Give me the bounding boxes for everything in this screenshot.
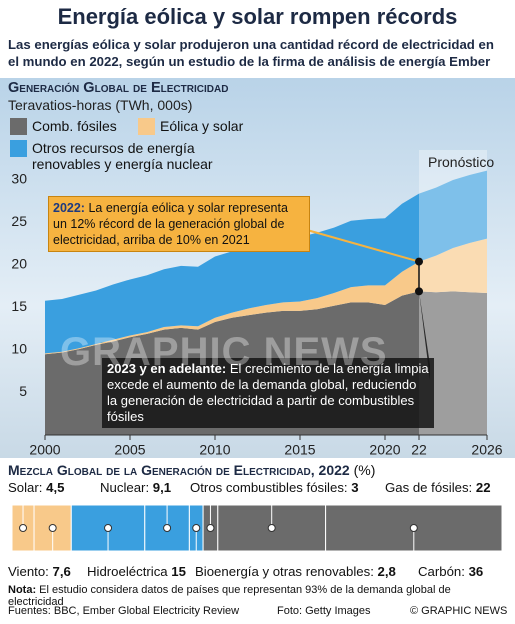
segment-value: 7,6 [52,564,71,579]
leader-dot [206,524,215,532]
note-bold: Nota: [8,584,37,596]
legend-label: Comb. fósiles [32,118,117,134]
x-tick-label: 2000 [29,442,60,458]
segment-value: 2,8 [377,564,396,579]
title: Energía eólica y solar rompen récords [57,4,458,29]
segment-value: 4,5 [46,480,65,495]
y-tick-label: 30 [11,171,27,187]
x-tick-label: 2020 [369,442,400,458]
leader-dot [192,524,201,532]
leader-dot [19,524,28,532]
leader-dot [409,524,418,532]
segment-label: Carbón: 36 [418,564,483,579]
segment-label: Gas de fósiles: 22 [385,480,491,495]
legend-label: Otros recursos de energía renovables y e… [32,140,213,172]
annotation-connector [299,227,420,263]
segment-name: Nuclear: [100,480,150,495]
segment-value: 3 [351,480,359,495]
chart-subtitle: Teravatios-horas (TWh, 000s) [8,97,193,113]
leader-dot [48,524,57,532]
area [45,238,487,355]
marker-dot [415,257,423,266]
note: Nota: El estudio considera datos de país… [8,584,508,608]
y-tick-label: 5 [19,383,27,399]
segment-value: 36 [468,564,484,579]
segment-name: Hidroeléctrica [87,564,168,579]
y-tick-label: 10 [11,341,27,357]
annotation-pointer [419,291,430,380]
segment-label: Otros combustibles fósiles: 3 [190,480,359,495]
y-tick-label: 20 [11,256,27,272]
leader-dot [267,524,276,532]
sources: Fuentes: BBC, Ember Global Electricity R… [8,605,240,617]
segment-label: Solar: 4,5 [8,480,64,495]
segment-value: 9,1 [152,480,172,495]
segment-value: 15 [171,564,186,579]
leader-dot [104,524,113,532]
leader-dot [163,524,172,532]
segment-label: Bioenergía y otras renovables: 2,8 [195,564,396,579]
legend-label: Eólica y solar [160,118,244,134]
x-tick-label: 2015 [284,442,315,458]
y-tick-label: 25 [11,213,27,229]
segment-name: Solar: [8,480,43,495]
x-tick-label: 2026 [471,442,502,458]
subtitle: Las energías eólica y solar produjeron u… [8,37,494,69]
bar-unit: (%) [353,462,376,478]
bar-title: Mezcla Global de la Generación de Electr… [8,462,350,478]
credit: © GRAPHIC NEWS [410,605,508,617]
segment-name: Bioenergía y otras renovables: [195,564,374,579]
annotation-text: El crecimiento de la energía limpia exce… [107,361,429,424]
x-tick-label: 2005 [114,442,145,458]
area [45,170,487,354]
chart-title: Generación Global de Electricidad [8,80,229,96]
annotation: 2023 y en adelante: El crecimiento de la… [102,358,434,428]
forecast-label: Pronóstico [428,154,495,170]
segment-label: Hidroeléctrica 15 [87,564,186,579]
annotation-bold: 2022: [53,201,85,215]
segment-name: Carbón: [418,564,465,579]
legend-swatch [10,140,27,157]
segment-name: Gas de fósiles: [385,480,473,495]
bar-title-row: Mezcla Global de la Generación de Electr… [8,462,375,478]
annotation-bold: 2023 y en adelante: [107,361,227,376]
x-tick-label: 2010 [199,442,230,458]
x-tick-label: 22 [411,442,427,458]
photo-credit: Foto: Getty Images [277,605,371,617]
segment-value: 22 [475,480,491,495]
marker-dot [415,287,423,296]
annotation: 2022: La energía eólica y solar represen… [48,196,310,252]
legend-swatch [138,118,155,135]
legend-swatch [10,118,27,135]
y-tick-label: 15 [11,298,27,314]
segment-label: Viento: 7,6 [8,564,71,579]
watermark: GRAPHIC NEWS [60,330,388,374]
segment-label: Nuclear: 9,1 [100,480,171,495]
segment-name: Viento: [8,564,49,579]
note-text: El estudio considera datos de países que… [8,584,451,608]
annotation-text: La energía eólica y solar representa un … [53,201,288,247]
segment-name: Otros combustibles fósiles: [190,480,348,495]
